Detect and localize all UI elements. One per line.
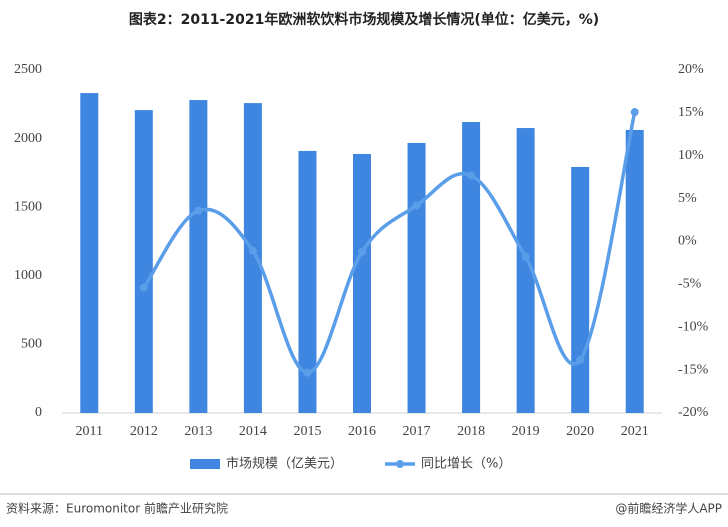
bar [298, 150, 317, 413]
x-tick-label: 2016 [348, 424, 376, 439]
growth-point [358, 247, 366, 256]
y2-tick-label: 10% [678, 148, 704, 163]
credit: @前瞻经济学人APP [615, 501, 722, 516]
x-tick-label: 2017 [403, 424, 431, 439]
growth-point [521, 252, 530, 261]
bar [516, 128, 535, 414]
y-tick-label: 2500 [14, 62, 42, 77]
y-tick-label: 1500 [14, 199, 42, 214]
y2-tick-label: -5% [678, 277, 702, 292]
y2-tick-label: -10% [678, 319, 709, 334]
bar [462, 121, 481, 413]
legend-label: 市场规模（亿美元） [226, 456, 343, 472]
x-tick-label: 2014 [239, 424, 267, 439]
bar [353, 153, 371, 413]
y2-tick-label: 5% [678, 191, 697, 206]
x-tick-label: 2019 [512, 424, 540, 439]
growth-line [142, 111, 637, 375]
chart-title: 图表2：2011-2021年欧洲软饮料市场规模及增长情况(单位：亿美元，%) [129, 11, 599, 28]
bar [571, 167, 590, 413]
x-tick-label: 2013 [184, 424, 212, 439]
bar [407, 142, 426, 413]
growth-point [139, 283, 148, 292]
growth-point [248, 246, 257, 255]
y-tick-label: 1000 [14, 268, 42, 283]
bar [189, 100, 208, 413]
legend-swatch [190, 459, 220, 469]
y-tick-label: 2000 [14, 131, 42, 146]
y2-tick-label: -20% [678, 405, 709, 420]
growth-point [576, 355, 585, 364]
growth-point [194, 206, 203, 215]
growth-point [303, 368, 312, 377]
legend-swatch [396, 460, 404, 468]
y2-tick-label: 15% [678, 105, 704, 120]
y2-tick-label: 20% [678, 62, 704, 77]
source: 资料来源：Euromonitor 前瞻产业研究院 [6, 501, 228, 516]
y-tick-label: 500 [21, 337, 42, 352]
growth-point [630, 108, 639, 117]
legend-label: 同比增长（%） [421, 457, 511, 472]
x-tick-label: 2015 [293, 424, 321, 439]
x-tick-label: 2011 [76, 424, 103, 439]
bar [625, 129, 644, 413]
y-tick-label: 0 [35, 405, 42, 420]
growth-point [467, 171, 476, 180]
y2-tick-label: -15% [678, 362, 709, 377]
x-tick-label: 2018 [457, 424, 485, 439]
x-tick-label: 2020 [566, 424, 594, 439]
bar [134, 110, 153, 413]
growth-point [412, 201, 421, 210]
bar [243, 103, 262, 414]
bar [80, 93, 99, 414]
x-tick-label: 2021 [621, 424, 649, 439]
x-tick-label: 2012 [130, 424, 158, 439]
y2-tick-label: 0% [678, 234, 697, 249]
